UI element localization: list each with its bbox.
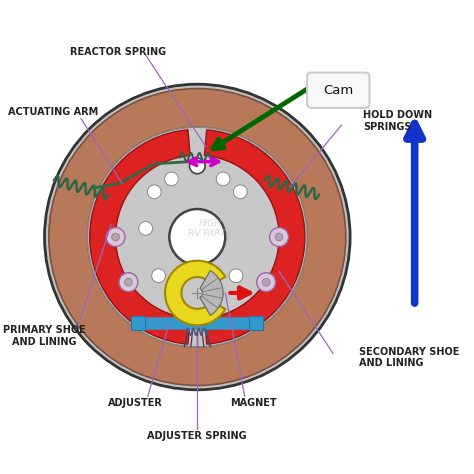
Circle shape	[216, 172, 230, 186]
FancyBboxPatch shape	[249, 316, 263, 330]
Circle shape	[275, 233, 283, 241]
Text: HOLD DOWN
SPRINGS: HOLD DOWN SPRINGS	[363, 110, 432, 132]
Circle shape	[190, 158, 205, 174]
Circle shape	[257, 273, 276, 292]
Circle shape	[169, 209, 225, 265]
Circle shape	[147, 185, 161, 199]
Text: ADJUSTER SPRING: ADJUSTER SPRING	[147, 431, 247, 441]
FancyBboxPatch shape	[307, 73, 369, 108]
Wedge shape	[165, 261, 225, 325]
Text: ADJUSTER: ADJUSTER	[108, 398, 162, 408]
Circle shape	[139, 221, 153, 235]
Text: MAGNET: MAGNET	[230, 398, 276, 408]
Text: SECONDARY SHOE
AND LINING: SECONDARY SHOE AND LINING	[359, 346, 459, 368]
Circle shape	[45, 84, 350, 390]
Circle shape	[125, 278, 132, 286]
Circle shape	[229, 269, 243, 283]
Text: PRIMARY SHOE
AND LINING: PRIMARY SHOE AND LINING	[3, 325, 86, 347]
Wedge shape	[49, 89, 346, 385]
Circle shape	[234, 185, 247, 199]
Text: REACTOR SPRING: REACTOR SPRING	[70, 47, 166, 57]
Wedge shape	[90, 130, 190, 344]
Wedge shape	[204, 130, 305, 344]
Wedge shape	[200, 271, 223, 315]
Text: ACTUATING ARM: ACTUATING ARM	[8, 107, 98, 117]
Circle shape	[270, 228, 289, 246]
Circle shape	[112, 233, 119, 241]
Circle shape	[164, 172, 178, 186]
Text: Cam: Cam	[323, 84, 354, 97]
Circle shape	[262, 278, 270, 286]
FancyBboxPatch shape	[131, 316, 145, 330]
Circle shape	[88, 127, 307, 347]
Circle shape	[106, 228, 125, 246]
Text: HIGH
RV PARTS: HIGH RV PARTS	[188, 219, 232, 238]
Circle shape	[119, 273, 138, 292]
Circle shape	[152, 269, 165, 283]
